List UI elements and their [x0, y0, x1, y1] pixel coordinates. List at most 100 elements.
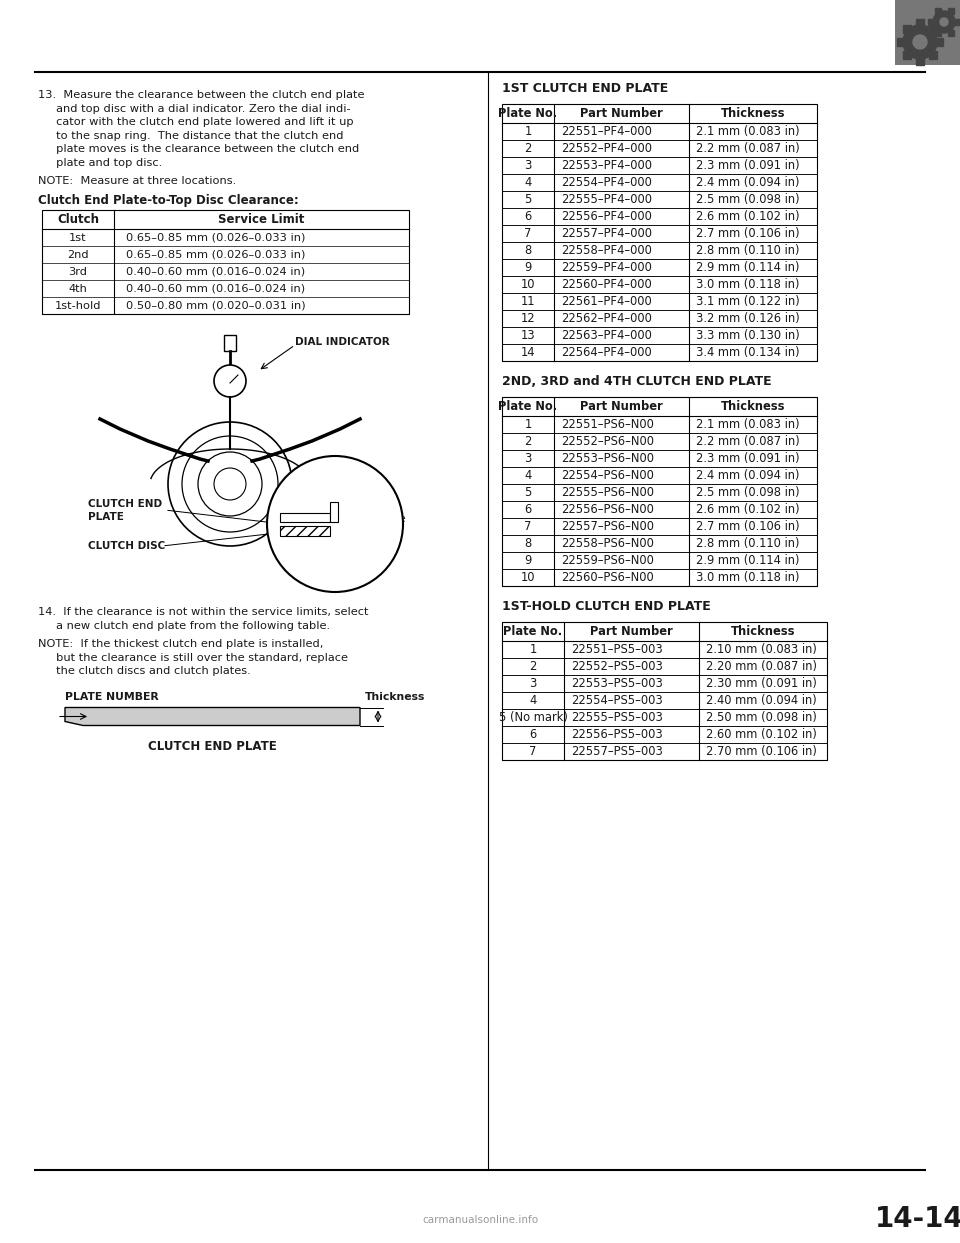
Text: 3.0 mm (0.118 in): 3.0 mm (0.118 in)	[696, 571, 800, 584]
Text: 0.50–0.80 mm (0.020–0.031 in): 0.50–0.80 mm (0.020–0.031 in)	[126, 301, 305, 311]
Text: cator with the clutch end plate lowered and lift it up: cator with the clutch end plate lowered …	[38, 117, 353, 127]
Text: 5 (No mark): 5 (No mark)	[498, 711, 567, 723]
Text: 2.30 mm (0.091 in): 2.30 mm (0.091 in)	[706, 677, 817, 690]
Text: carmanualsonline.info: carmanualsonline.info	[422, 1214, 538, 1226]
Text: Thickness: Thickness	[721, 107, 785, 121]
Text: 2nd: 2nd	[67, 250, 89, 260]
Polygon shape	[65, 707, 360, 726]
Text: Thickness: Thickness	[721, 400, 785, 413]
Circle shape	[913, 35, 927, 48]
Text: 22558–PF4–000: 22558–PF4–000	[561, 244, 652, 257]
Circle shape	[214, 365, 246, 397]
Text: 9: 9	[524, 261, 532, 273]
Text: 2: 2	[524, 142, 532, 155]
Text: 4th: 4th	[68, 283, 87, 293]
Circle shape	[168, 423, 292, 546]
Text: 22551–PF4–000: 22551–PF4–000	[561, 126, 652, 138]
Text: 22560–PS6–N00: 22560–PS6–N00	[561, 571, 654, 584]
Text: 1: 1	[529, 643, 537, 656]
Text: 2.7 mm (0.106 in): 2.7 mm (0.106 in)	[696, 520, 800, 533]
Circle shape	[940, 17, 948, 26]
Bar	[902, 51, 911, 60]
Bar	[224, 336, 236, 351]
Text: 7: 7	[524, 227, 532, 240]
Text: 6: 6	[529, 728, 537, 741]
Bar	[897, 39, 905, 46]
Text: 6: 6	[524, 503, 532, 516]
Text: 5: 5	[524, 193, 532, 206]
Text: Plate No.: Plate No.	[498, 400, 558, 413]
Text: 2.4 mm (0.094 in): 2.4 mm (0.094 in)	[696, 469, 800, 482]
Bar	[280, 513, 330, 522]
Text: 22562–PF4–000: 22562–PF4–000	[561, 312, 652, 324]
Text: 14-149: 14-149	[875, 1204, 960, 1233]
Text: 8: 8	[524, 537, 532, 549]
Bar	[916, 57, 924, 65]
Text: NOTE:  If the thickest clutch end plate is installed,: NOTE: If the thickest clutch end plate i…	[38, 639, 324, 649]
Text: 2.60 mm (0.102 in): 2.60 mm (0.102 in)	[706, 728, 817, 741]
Text: 2ND, 3RD and 4TH CLUTCH END PLATE: 2ND, 3RD and 4TH CLUTCH END PLATE	[502, 375, 772, 388]
Text: 2.6 mm (0.102 in): 2.6 mm (0.102 in)	[696, 210, 800, 222]
Text: Clearance: Clearance	[353, 515, 406, 525]
Text: 22552–PF4–000: 22552–PF4–000	[561, 142, 652, 155]
Text: 1ST-HOLD CLUTCH END PLATE: 1ST-HOLD CLUTCH END PLATE	[502, 600, 710, 613]
Text: 2: 2	[524, 435, 532, 447]
Text: Part Number: Part Number	[590, 625, 673, 638]
Text: Service Limit: Service Limit	[218, 213, 304, 226]
Circle shape	[267, 456, 403, 592]
Text: 22564–PF4–000: 22564–PF4–000	[561, 346, 652, 359]
Text: to the snap ring.  The distance that the clutch end: to the snap ring. The distance that the …	[38, 131, 344, 140]
Text: CLUTCH END: CLUTCH END	[88, 498, 162, 508]
Bar	[502, 104, 817, 360]
Circle shape	[198, 452, 262, 516]
Text: and top disc with a dial indicator. Zero the dial indi-: and top disc with a dial indicator. Zero…	[38, 103, 350, 113]
Text: 2.4 mm (0.094 in): 2.4 mm (0.094 in)	[696, 177, 800, 189]
Text: Part Number: Part Number	[580, 400, 662, 413]
Text: 1: 1	[524, 126, 532, 138]
Text: 1: 1	[524, 418, 532, 431]
Text: Thickness: Thickness	[365, 691, 425, 701]
Text: 9: 9	[524, 554, 532, 567]
Text: PLATE: PLATE	[88, 512, 124, 522]
Text: 0.40–0.60 mm (0.016–0.024 in): 0.40–0.60 mm (0.016–0.024 in)	[126, 266, 305, 276]
Text: 6: 6	[524, 210, 532, 222]
Bar	[929, 51, 937, 60]
Text: 2.2 mm (0.087 in): 2.2 mm (0.087 in)	[696, 435, 800, 447]
Bar	[948, 30, 953, 36]
Text: 2.10 mm (0.083 in): 2.10 mm (0.083 in)	[706, 643, 817, 656]
Bar	[935, 39, 943, 46]
Bar	[954, 19, 960, 25]
Bar	[502, 397, 817, 585]
Circle shape	[903, 25, 937, 58]
Text: 10: 10	[520, 571, 536, 584]
Text: 2.8 mm (0.110 in): 2.8 mm (0.110 in)	[696, 244, 800, 257]
Text: 3.1 mm (0.122 in): 3.1 mm (0.122 in)	[696, 295, 800, 308]
Bar	[934, 30, 941, 36]
Bar	[902, 25, 911, 32]
Text: 22552–PS5–003: 22552–PS5–003	[571, 660, 662, 672]
Text: NOTE:  Measure at three locations.: NOTE: Measure at three locations.	[38, 177, 236, 186]
Text: 22553–PS6–N00: 22553–PS6–N00	[561, 452, 654, 465]
Bar	[330, 502, 338, 522]
Text: 3.3 mm (0.130 in): 3.3 mm (0.130 in)	[696, 329, 800, 342]
Text: 4: 4	[529, 694, 537, 707]
Text: 22559–PS6–N00: 22559–PS6–N00	[561, 554, 654, 567]
Circle shape	[182, 436, 278, 532]
Text: 13: 13	[520, 329, 536, 342]
Text: but the clearance is still over the standard, replace: but the clearance is still over the stan…	[38, 653, 348, 663]
Text: 22555–PS5–003: 22555–PS5–003	[571, 711, 662, 723]
Text: CLUTCH DISC: CLUTCH DISC	[88, 541, 165, 551]
Text: 22553–PS5–003: 22553–PS5–003	[571, 677, 662, 690]
Text: 22557–PS5–003: 22557–PS5–003	[571, 745, 662, 758]
Text: 2.50 mm (0.098 in): 2.50 mm (0.098 in)	[706, 711, 817, 723]
Bar	[502, 622, 827, 759]
Text: 7: 7	[524, 520, 532, 533]
Bar	[916, 19, 924, 27]
Text: 22554–PS6–N00: 22554–PS6–N00	[561, 469, 654, 482]
Text: 2.20 mm (0.087 in): 2.20 mm (0.087 in)	[706, 660, 817, 672]
Text: 22560–PF4–000: 22560–PF4–000	[561, 278, 652, 291]
Text: 22556–PS6–N00: 22556–PS6–N00	[561, 503, 654, 516]
Text: Plate No.: Plate No.	[498, 107, 558, 121]
Circle shape	[933, 11, 955, 34]
Text: 2.8 mm (0.110 in): 2.8 mm (0.110 in)	[696, 537, 800, 549]
